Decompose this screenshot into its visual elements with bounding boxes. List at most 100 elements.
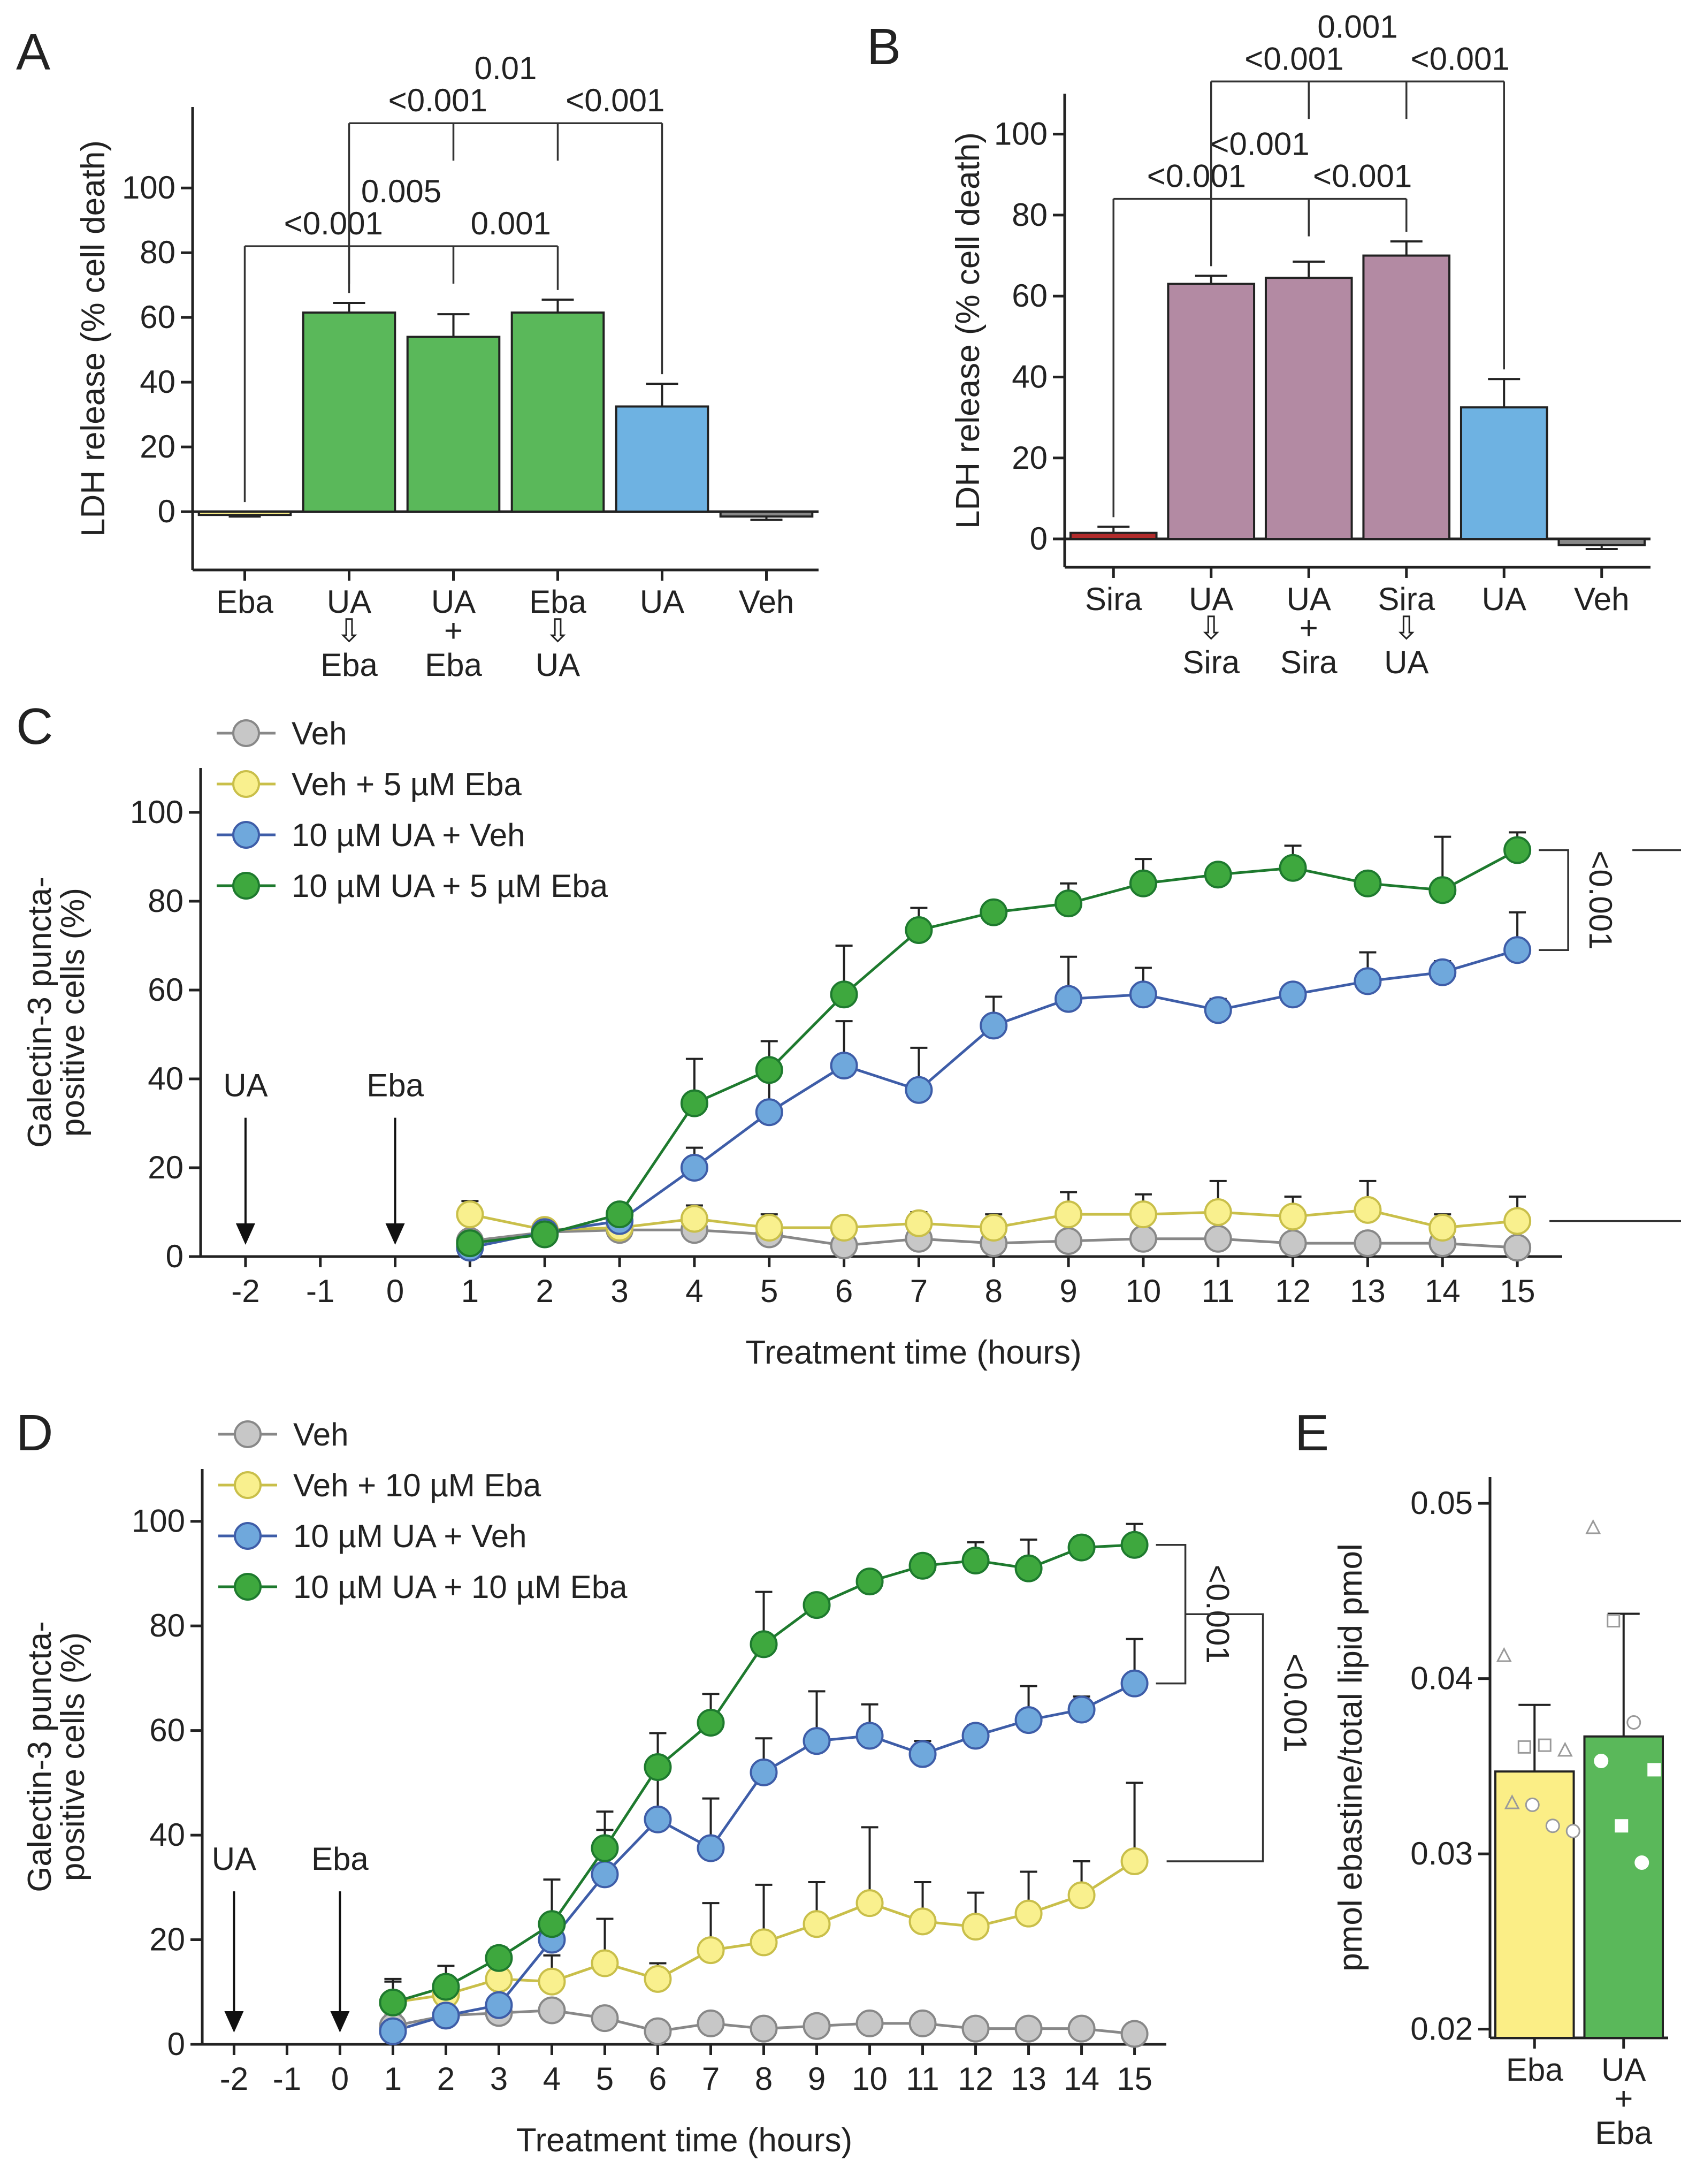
data-point xyxy=(1055,1200,1083,1229)
x-tick-label: 12 xyxy=(1275,1273,1311,1309)
x-category-label: UA xyxy=(431,584,476,620)
panel-label-c: C xyxy=(16,698,53,755)
data-point xyxy=(908,1551,937,1580)
x-tick-label: 11 xyxy=(906,2061,939,2097)
data-point xyxy=(1428,1214,1457,1242)
data-point xyxy=(697,2009,725,2037)
x-category-label: + xyxy=(1300,610,1318,646)
x-tick-label: 1 xyxy=(384,2061,402,2097)
bar-2 xyxy=(1583,1735,1664,2039)
y-tick-label: 0 xyxy=(166,1238,184,1274)
x-category-label: UA xyxy=(1601,2052,1646,2088)
bar-5 xyxy=(615,405,709,513)
data-point xyxy=(379,1988,407,2016)
data-point xyxy=(1557,1741,1573,1757)
data-point xyxy=(1279,980,1307,1009)
data-point xyxy=(961,1722,990,1750)
data-point xyxy=(1055,889,1083,918)
x-tick-label: -2 xyxy=(220,2061,248,2097)
sig-bracket xyxy=(1539,849,1569,952)
x-tick-label: 9 xyxy=(1059,1273,1077,1309)
y-tick-label: 20 xyxy=(148,1150,184,1185)
p-value-label: <0.001 xyxy=(1313,158,1412,194)
x-category-label: Eba xyxy=(1595,2115,1652,2151)
data-point xyxy=(485,1991,513,2019)
x-tick-label: 5 xyxy=(596,2061,614,2097)
data-point xyxy=(1496,1647,1512,1662)
data-point xyxy=(908,2009,937,2037)
x-tick-label: 13 xyxy=(1011,2061,1046,2097)
bar-1 xyxy=(1494,1770,1575,2039)
x-tick-label: 11 xyxy=(1202,1273,1235,1309)
x-category-label: UA xyxy=(536,647,580,683)
y-tick-label: 80 xyxy=(149,1608,185,1643)
legend-label: Veh + 5 µM Eba xyxy=(292,766,522,802)
data-point xyxy=(591,1834,619,1862)
data-point xyxy=(1067,1533,1096,1562)
x-tick-label: -1 xyxy=(273,2061,301,2097)
data-point xyxy=(855,1567,884,1596)
x-tick-label: 10 xyxy=(1126,1273,1162,1309)
data-point xyxy=(379,2017,407,2045)
bar-2 xyxy=(1167,283,1256,541)
data-point xyxy=(755,1056,783,1084)
bar-3 xyxy=(406,336,501,513)
p-value-label: <0.001 xyxy=(1278,1654,1313,1753)
x-tick-label: 6 xyxy=(835,1273,853,1309)
x-category-label: Sira xyxy=(1085,581,1142,617)
data-point xyxy=(697,1936,725,1965)
x-tick-label: 7 xyxy=(702,2061,720,2097)
p-value-label: 0.01 xyxy=(475,50,537,86)
x-category-label: UA xyxy=(640,584,684,620)
data-point xyxy=(1120,1669,1149,1698)
data-point xyxy=(1615,1819,1629,1833)
data-point xyxy=(432,2002,460,2030)
x-category-label: UA xyxy=(1384,644,1428,680)
bar-6 xyxy=(1557,538,1646,546)
x-category-label: UA xyxy=(1287,581,1331,617)
y-tick-label: 60 xyxy=(140,299,175,335)
data-point xyxy=(1626,1715,1641,1730)
data-point xyxy=(644,2017,672,2045)
data-point xyxy=(1120,2020,1149,2048)
x-category-label: Veh xyxy=(739,584,794,620)
x-tick-label: 15 xyxy=(1117,2061,1152,2097)
legend-marker xyxy=(234,1420,262,1448)
p-value-label: <0.001 xyxy=(1583,850,1618,949)
x-tick-label: -2 xyxy=(231,1273,259,1309)
x-tick-label: 2 xyxy=(536,1273,554,1309)
data-point xyxy=(1354,1229,1382,1258)
data-point xyxy=(750,1928,778,1957)
data-point xyxy=(538,1967,566,1996)
x-axis-title: Treatment time (hours) xyxy=(745,1334,1081,1371)
data-point xyxy=(1503,936,1532,964)
bar-4 xyxy=(510,311,605,513)
y-tick-label: 0.04 xyxy=(1410,1661,1473,1696)
y-tick-label: 40 xyxy=(1012,359,1048,394)
data-point xyxy=(1014,1706,1043,1734)
data-point xyxy=(1504,1794,1520,1809)
y-tick-label: 100 xyxy=(994,116,1048,152)
x-tick-label: 8 xyxy=(755,2061,773,2097)
x-tick-label: 1 xyxy=(461,1273,479,1309)
data-point xyxy=(1055,1227,1083,1255)
legend-label: 10 µM UA + 5 µM Eba xyxy=(292,868,608,904)
data-point xyxy=(1120,1531,1149,1559)
legend-marker xyxy=(234,1573,262,1601)
data-point xyxy=(644,1753,672,1782)
x-category-label: + xyxy=(444,613,463,649)
data-point xyxy=(803,1910,831,1938)
x-category-label: Sira xyxy=(1378,581,1435,617)
x-category-label: UA xyxy=(1482,581,1526,617)
data-point xyxy=(1067,2014,1096,2043)
arrow-label: Eba xyxy=(366,1068,424,1104)
x-axis-title: Treatment time (hours) xyxy=(516,2122,852,2159)
p-value-label: <0.001 xyxy=(566,82,664,118)
sig-bracket xyxy=(1166,1613,1264,1862)
data-point xyxy=(908,1740,937,1768)
p-value-label: <0.001 xyxy=(1244,41,1343,77)
data-point xyxy=(1565,1824,1580,1839)
y-tick-label: 40 xyxy=(148,1061,184,1097)
x-category-label: + xyxy=(1614,2081,1633,2117)
